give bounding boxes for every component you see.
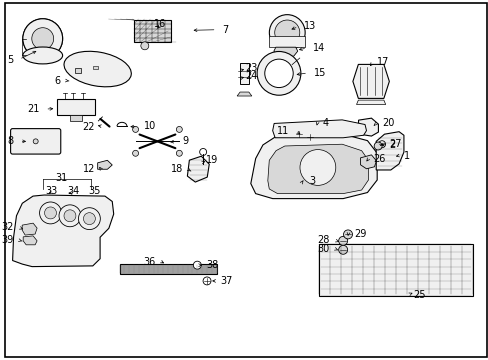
- Circle shape: [40, 202, 61, 224]
- Polygon shape: [22, 223, 37, 235]
- Text: 37: 37: [220, 276, 233, 286]
- Text: 32: 32: [1, 222, 14, 232]
- Circle shape: [378, 141, 385, 148]
- Text: 5: 5: [7, 55, 14, 65]
- Polygon shape: [356, 100, 385, 104]
- Circle shape: [299, 149, 335, 185]
- Circle shape: [269, 15, 305, 50]
- Polygon shape: [273, 47, 297, 57]
- Bar: [240, 63, 248, 84]
- Text: 11: 11: [277, 126, 289, 136]
- Circle shape: [257, 51, 300, 95]
- Text: 31: 31: [55, 173, 67, 183]
- Polygon shape: [375, 132, 403, 170]
- Polygon shape: [98, 160, 112, 169]
- Circle shape: [338, 237, 347, 245]
- Circle shape: [305, 133, 313, 141]
- Circle shape: [176, 126, 182, 132]
- Circle shape: [59, 205, 81, 227]
- Bar: [70, 114, 81, 121]
- Text: 28: 28: [317, 235, 329, 245]
- Text: 27: 27: [388, 139, 401, 149]
- Text: 20: 20: [381, 118, 394, 128]
- Circle shape: [274, 20, 299, 45]
- Bar: [318, 244, 472, 296]
- Polygon shape: [267, 144, 367, 194]
- Text: 19: 19: [205, 155, 218, 165]
- Text: 15: 15: [313, 68, 325, 78]
- Text: 16: 16: [153, 19, 165, 29]
- Bar: [119, 264, 216, 274]
- Circle shape: [132, 126, 138, 132]
- Text: 13: 13: [304, 21, 316, 31]
- Text: 34: 34: [67, 186, 79, 197]
- Ellipse shape: [64, 51, 131, 87]
- Ellipse shape: [23, 47, 62, 64]
- Polygon shape: [237, 92, 251, 96]
- Text: 35: 35: [88, 186, 100, 197]
- Circle shape: [33, 139, 38, 144]
- Bar: [93, 66, 98, 69]
- Text: 3: 3: [308, 176, 315, 186]
- Circle shape: [32, 28, 54, 50]
- Circle shape: [64, 210, 76, 222]
- Polygon shape: [360, 155, 376, 169]
- FancyBboxPatch shape: [11, 129, 61, 154]
- Text: 1: 1: [403, 151, 409, 161]
- Polygon shape: [352, 64, 388, 98]
- Text: 7: 7: [222, 25, 228, 35]
- Bar: [75, 68, 81, 73]
- Text: 2: 2: [388, 140, 395, 150]
- Text: 36: 36: [143, 257, 156, 267]
- Text: 8: 8: [7, 136, 14, 147]
- Text: 18: 18: [170, 164, 183, 174]
- Text: 29: 29: [353, 229, 366, 239]
- Circle shape: [373, 142, 381, 150]
- Circle shape: [295, 130, 303, 138]
- Circle shape: [338, 245, 347, 254]
- Circle shape: [176, 150, 182, 156]
- Circle shape: [44, 207, 56, 219]
- Circle shape: [78, 208, 100, 230]
- Polygon shape: [13, 195, 114, 267]
- Polygon shape: [23, 236, 37, 245]
- Bar: [269, 36, 305, 47]
- Text: 39: 39: [1, 235, 14, 245]
- Circle shape: [23, 19, 62, 59]
- Circle shape: [203, 277, 211, 285]
- Circle shape: [264, 59, 293, 87]
- Polygon shape: [187, 156, 209, 182]
- Bar: [57, 99, 95, 114]
- Text: 14: 14: [312, 42, 325, 53]
- Text: 9: 9: [183, 136, 188, 147]
- Circle shape: [193, 261, 201, 269]
- Text: 24: 24: [244, 71, 257, 81]
- Circle shape: [132, 150, 138, 156]
- Text: 12: 12: [82, 164, 95, 174]
- Text: 4: 4: [322, 118, 328, 129]
- Text: 17: 17: [376, 57, 389, 67]
- Text: 38: 38: [205, 260, 218, 270]
- Text: 21: 21: [27, 104, 39, 114]
- Circle shape: [83, 213, 95, 225]
- Polygon shape: [250, 134, 376, 199]
- Text: 26: 26: [372, 154, 385, 164]
- Text: 22: 22: [82, 122, 95, 132]
- Text: 6: 6: [54, 76, 60, 86]
- Circle shape: [199, 148, 206, 156]
- Polygon shape: [272, 120, 366, 138]
- Text: 30: 30: [317, 244, 329, 254]
- Text: 10: 10: [143, 121, 156, 131]
- Circle shape: [141, 42, 148, 50]
- Bar: [134, 20, 170, 42]
- Text: 25: 25: [413, 290, 425, 300]
- Circle shape: [343, 230, 352, 239]
- Text: 33: 33: [45, 186, 58, 197]
- Text: 23: 23: [244, 63, 257, 73]
- Polygon shape: [358, 118, 378, 136]
